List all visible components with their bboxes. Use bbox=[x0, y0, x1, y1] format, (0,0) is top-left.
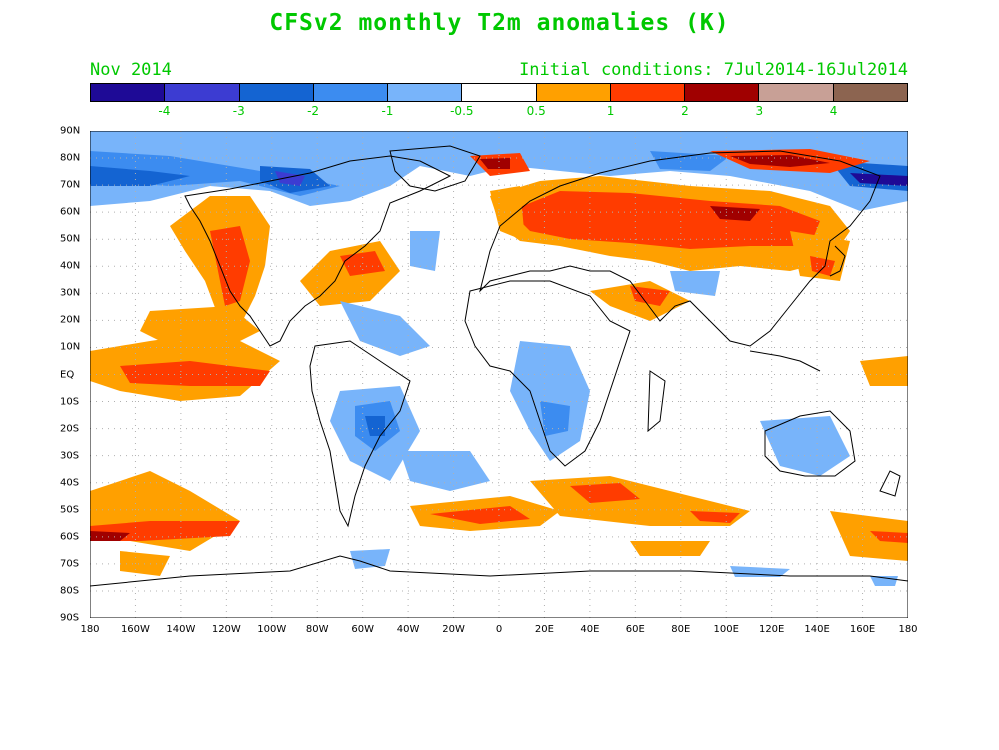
longitude-label: 60W bbox=[351, 624, 374, 635]
latitude-label: 90S bbox=[60, 612, 80, 624]
legend-swatch bbox=[165, 84, 240, 101]
longitude-label: 60E bbox=[625, 624, 645, 635]
latitude-label: 90N bbox=[60, 125, 81, 137]
legend-swatch bbox=[462, 84, 537, 101]
legend-swatch bbox=[91, 84, 166, 101]
latitude-label: 70N bbox=[60, 179, 81, 191]
legend-label: -2 bbox=[307, 104, 320, 118]
coastlines bbox=[90, 145, 908, 587]
latitude-label: 50S bbox=[60, 504, 80, 516]
latitude-label: 10S bbox=[60, 396, 80, 408]
longitude-label: 40E bbox=[580, 624, 600, 635]
latitude-label: 80S bbox=[60, 585, 80, 597]
legend-label: 1 bbox=[606, 104, 615, 118]
legend-swatch bbox=[833, 84, 907, 101]
latitude-label: 60S bbox=[60, 531, 80, 543]
latitude-label: 10N bbox=[60, 341, 81, 353]
longitude-label: 120E bbox=[758, 624, 785, 635]
legend-label: 3 bbox=[755, 104, 764, 118]
longitude-label: 160W bbox=[120, 624, 150, 635]
map-title: CFSv2 monthly T2m anomalies (K) bbox=[269, 10, 730, 36]
latitude-label: 30S bbox=[60, 450, 80, 462]
legend-swatch bbox=[239, 84, 314, 101]
legend-swatch bbox=[536, 84, 611, 101]
legend-swatch bbox=[610, 84, 686, 101]
latitude-label: 40S bbox=[60, 477, 80, 489]
latitude-label: 50N bbox=[60, 233, 81, 245]
legend-swatch bbox=[759, 84, 834, 101]
legend-swatch bbox=[313, 84, 389, 101]
legend-label: -4 bbox=[158, 104, 171, 118]
longitude-label: 100W bbox=[257, 624, 287, 635]
initial-conditions: Initial conditions: 7Jul2014-16Jul2014 bbox=[519, 60, 908, 80]
latitude-label: EQ bbox=[60, 369, 75, 380]
latitude-label: 20S bbox=[60, 423, 80, 435]
longitude-label: 180 bbox=[80, 624, 100, 635]
legend-label: -0.5 bbox=[450, 104, 474, 118]
latitude-label: 40N bbox=[60, 260, 81, 272]
longitude-label: 100E bbox=[713, 624, 739, 635]
longitude-label: 0 bbox=[495, 624, 503, 635]
longitude-label: 20E bbox=[534, 624, 554, 635]
longitude-label: 80W bbox=[305, 624, 329, 635]
longitude-label: 160E bbox=[849, 624, 876, 635]
forecast-month: Nov 2014 bbox=[90, 60, 172, 80]
longitude-label: 80E bbox=[671, 624, 691, 635]
legend-swatch bbox=[685, 84, 760, 101]
longitude-label: 140E bbox=[804, 624, 830, 635]
longitude-label: 40W bbox=[396, 624, 420, 635]
legend-swatch bbox=[388, 84, 463, 101]
color-legend bbox=[90, 83, 908, 102]
latitude-label: 20N bbox=[60, 314, 81, 326]
legend-label: 0.5 bbox=[526, 104, 546, 118]
legend-label: -3 bbox=[232, 104, 245, 118]
anomaly-map bbox=[90, 131, 908, 618]
anomaly-shading bbox=[90, 131, 908, 586]
map-grid bbox=[90, 131, 908, 618]
latitude-label: 30N bbox=[60, 287, 81, 299]
latitude-label: 80N bbox=[60, 152, 81, 164]
longitude-label: 20W bbox=[442, 624, 465, 635]
latitude-label: 60N bbox=[60, 206, 81, 218]
legend-label: 4 bbox=[829, 104, 838, 118]
longitude-label: 120W bbox=[211, 624, 241, 635]
longitude-label: 140W bbox=[166, 624, 196, 635]
legend-label: -1 bbox=[381, 104, 394, 118]
longitude-label: 180 bbox=[898, 624, 918, 635]
legend-label: 2 bbox=[681, 104, 689, 118]
latitude-label: 70S bbox=[60, 558, 80, 570]
